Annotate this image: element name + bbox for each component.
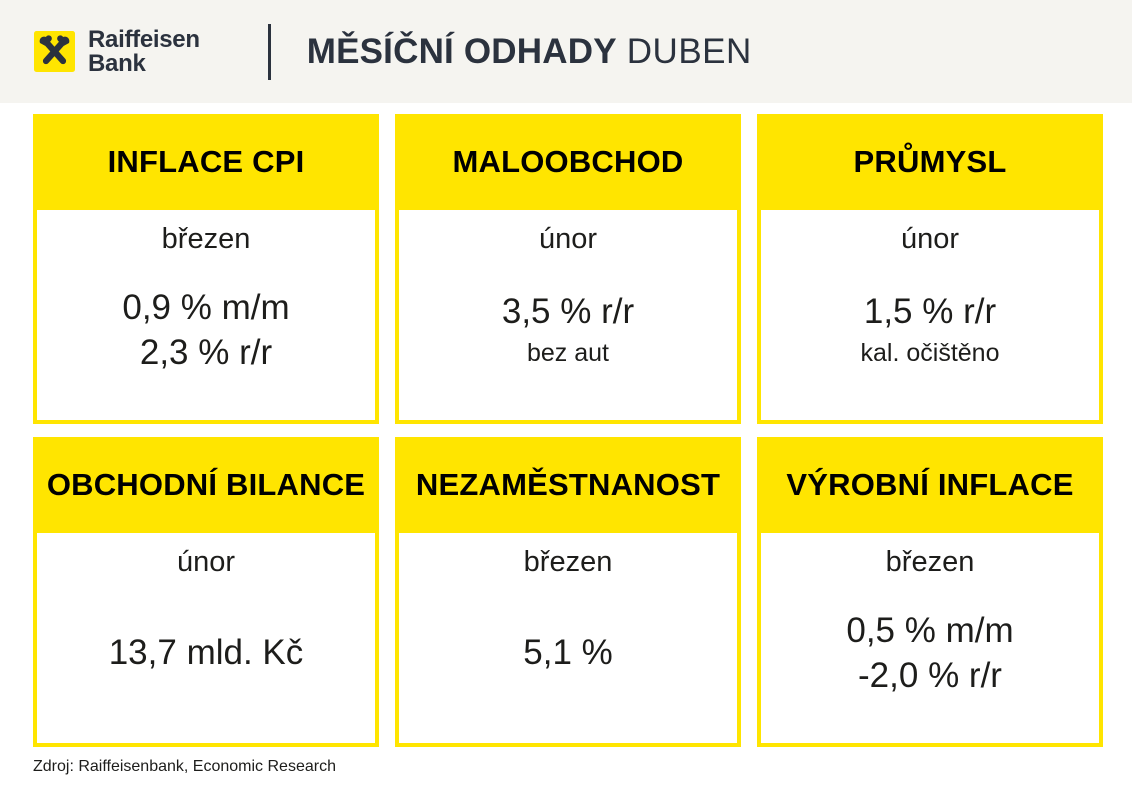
value-line: 0,9 % m/m bbox=[122, 287, 290, 327]
card-title: VÝROBNÍ INFLACE bbox=[786, 467, 1074, 502]
brand-name: Raiffeisen Bank bbox=[88, 28, 200, 75]
card-vyrobni-inflace: VÝROBNÍ INFLACE březen 0,5 % m/m -2,0 % … bbox=[757, 437, 1103, 747]
note-line: kal. očištěno bbox=[860, 338, 1000, 367]
value-line: 2,3 % r/r bbox=[139, 333, 273, 372]
card-maloobchod: MALOOBCHOD únor 3,5 % r/r bez aut bbox=[395, 114, 741, 424]
card-month: březen bbox=[885, 546, 975, 578]
card-month: březen bbox=[161, 223, 251, 255]
card-values: 0,5 % m/m -2,0 % r/r bbox=[846, 579, 1013, 743]
value-line: 1,5 % r/r bbox=[863, 292, 997, 332]
card-values: 1,5 % r/r kal. očištěno bbox=[861, 256, 1000, 420]
card-month: únor bbox=[538, 223, 598, 255]
card-values: 3,5 % r/r bez aut bbox=[502, 256, 634, 420]
card-title: OBCHODNÍ BILANCE bbox=[46, 467, 366, 502]
value-line: 5,1 % bbox=[523, 633, 613, 673]
card-obchodni-bilance: OBCHODNÍ BILANCE únor 13,7 mld. Kč bbox=[33, 437, 379, 747]
page-title-month: DUBEN bbox=[626, 31, 752, 71]
indicator-cards-grid: INFLACE CPI březen 0,9 % m/m 2,3 % r/r M… bbox=[33, 114, 1103, 747]
value-line: 13,7 mld. Kč bbox=[108, 633, 304, 673]
top-band: Raiffeisen Bank MĚSÍČNÍ ODHADY DUBEN bbox=[0, 0, 1132, 103]
page-title-main: MĚSÍČNÍ ODHADY bbox=[306, 31, 617, 71]
card-title: PRŮMYSL bbox=[853, 144, 1007, 179]
card-header: PRŮMYSL bbox=[757, 114, 1103, 210]
header-divider bbox=[267, 23, 271, 80]
card-values: 13,7 mld. Kč bbox=[109, 579, 304, 743]
card-header: INFLACE CPI bbox=[33, 114, 379, 210]
card-month: únor bbox=[900, 223, 960, 255]
page-title: MĚSÍČNÍ ODHADY DUBEN bbox=[307, 32, 752, 72]
card-body: březen 0,5 % m/m -2,0 % r/r bbox=[757, 533, 1103, 747]
brand-name-line1: Raiffeisen bbox=[88, 25, 200, 53]
card-header: VÝROBNÍ INFLACE bbox=[757, 437, 1103, 533]
card-header: NEZAMĚSTNANOST bbox=[395, 437, 741, 533]
card-month: březen bbox=[523, 546, 613, 578]
note-line: bez aut bbox=[526, 338, 609, 367]
card-prumysl: PRŮMYSL únor 1,5 % r/r kal. očištěno bbox=[757, 114, 1103, 424]
card-values: 0,9 % m/m 2,3 % r/r bbox=[122, 256, 289, 420]
card-body: březen 0,9 % m/m 2,3 % r/r bbox=[33, 210, 379, 424]
card-values: 5,1 % bbox=[523, 579, 613, 743]
card-header: OBCHODNÍ BILANCE bbox=[33, 437, 379, 533]
card-nezamestnanost: NEZAMĚSTNANOST březen 5,1 % bbox=[395, 437, 741, 747]
card-title: NEZAMĚSTNANOST bbox=[415, 467, 721, 502]
card-body: únor 1,5 % r/r kal. očištěno bbox=[757, 210, 1103, 424]
card-body: únor 3,5 % r/r bez aut bbox=[395, 210, 741, 424]
card-header: MALOOBCHOD bbox=[395, 114, 741, 210]
footer-source: Zdroj: Raiffeisenbank, Economic Research bbox=[33, 758, 336, 775]
card-body: březen 5,1 % bbox=[395, 533, 741, 747]
card-title: INFLACE CPI bbox=[107, 144, 305, 179]
value-line: -2,0 % r/r bbox=[858, 656, 1002, 695]
card-month: únor bbox=[176, 546, 236, 578]
value-line: 0,5 % m/m bbox=[846, 610, 1014, 650]
card-inflace-cpi: INFLACE CPI březen 0,9 % m/m 2,3 % r/r bbox=[33, 114, 379, 424]
gable-cross-icon bbox=[34, 31, 75, 72]
card-body: únor 13,7 mld. Kč bbox=[33, 533, 379, 747]
raiffeisen-logo: Raiffeisen Bank bbox=[34, 28, 200, 75]
value-line: 3,5 % r/r bbox=[501, 292, 635, 332]
card-title: MALOOBCHOD bbox=[452, 144, 684, 179]
brand-name-line2: Bank bbox=[88, 49, 146, 77]
